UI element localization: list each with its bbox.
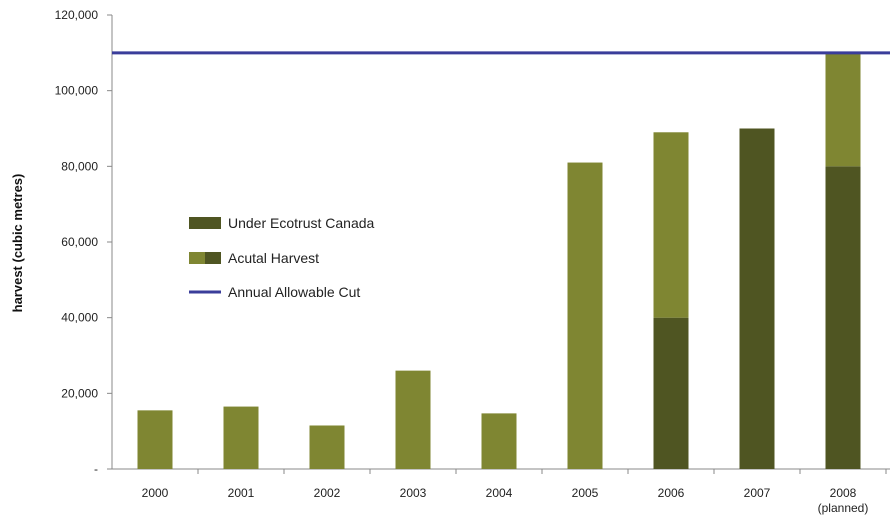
bar-actual-harvest [567,162,603,470]
bar-actual-harvest [653,132,689,318]
y-axis-label: harvest (cubic metres) [10,174,25,313]
bars [137,52,861,470]
bar-actual-harvest [395,370,431,469]
x-tick-label: 2007 [744,486,771,500]
x-tick-label: 2004 [486,486,513,500]
bar-under-ecotrust [739,128,775,469]
x-tick-label: 2000 [142,486,169,500]
legend-label-annual-allowable-cut: Annual Allowable Cut [228,284,360,300]
bar-actual-harvest [481,413,517,469]
x-tick-label: 2002 [314,486,341,500]
x-tick-label: 2003 [400,486,427,500]
bar-actual-harvest [309,425,345,469]
x-axis: 2000 2001 2002 2003 2004 2005 2006 2007 2008(pla… [112,468,890,515]
x-tick-sublabel: (planned) [818,501,869,515]
y-tick-label: 120,000 [55,8,99,22]
y-axis: - 20,000 40,000 60,000 80,000 100,000 120,000 [55,8,113,476]
bar-actual-harvest [223,406,259,469]
bar-under-ecotrust [825,166,861,470]
y-tick-label: - [94,462,98,476]
x-tick-label: 2006 [658,486,685,500]
legend-label-under-ecotrust: Under Ecotrust Canada [228,215,375,231]
legend-swatch-actual-harvest-b [205,252,221,264]
y-tick-label: 100,000 [55,84,99,98]
y-tick-label: 40,000 [61,311,98,325]
legend-swatch-under-ecotrust-b [205,217,221,229]
y-tick-label: 20,000 [61,386,98,400]
bar-actual-harvest [825,52,861,167]
bar-under-ecotrust [653,317,689,469]
legend: Under Ecotrust Canada Acutal Harvest Annua… [189,215,375,300]
legend-label-actual-harvest: Acutal Harvest [228,250,319,266]
x-tick-label: 2005 [572,486,599,500]
y-tick-label: 80,000 [61,159,98,173]
legend-swatch-actual-harvest [189,252,205,264]
bar-actual-harvest [137,410,173,469]
legend-swatch-under-ecotrust [189,217,205,229]
y-tick-label: 60,000 [61,235,98,249]
x-tick-label: 2008 [830,486,857,500]
x-tick-label: 2001 [228,486,255,500]
